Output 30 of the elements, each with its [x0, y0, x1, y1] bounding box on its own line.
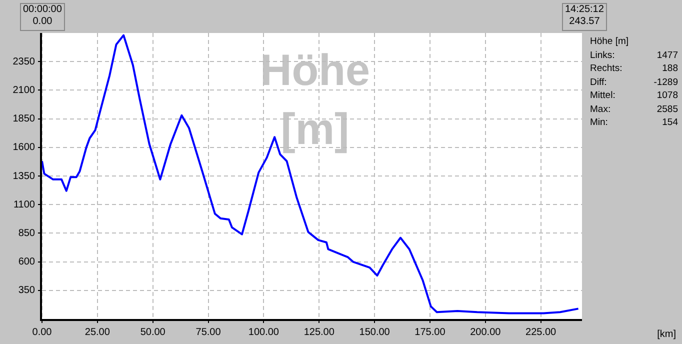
- y-tick-label: 600: [18, 256, 36, 268]
- y-tick-label: 1100: [13, 199, 36, 210]
- text: 14:25:12 243.57: [562, 3, 607, 31]
- text: Höhe [m]: [590, 35, 629, 48]
- y-tick-label: 2100: [12, 84, 36, 96]
- x-tick-label: 175.00: [414, 326, 446, 338]
- x-tick-label: 100.00: [248, 326, 280, 338]
- text: Rechts: 188: [590, 63, 678, 74]
- y-tick-label: 1350: [12, 170, 36, 182]
- x-tick-label: 25.00: [84, 326, 110, 338]
- x-tick-label: 150.00: [359, 326, 390, 338]
- y-tick-label: 350: [18, 285, 36, 296]
- text: 00:00:00 0.00: [20, 3, 65, 31]
- text: [km]: [657, 329, 676, 340]
- text: Max: 2585: [590, 104, 678, 114]
- text: Höhe [m]: [260, 46, 370, 154]
- y-tick-label: 2350: [12, 56, 36, 68]
- y-tick-label: 850: [18, 228, 36, 239]
- text: Mittel: 1078: [590, 90, 678, 101]
- text: Min: 154: [590, 117, 678, 128]
- x-tick-label: 200.00: [470, 326, 502, 338]
- y-tick-label: 1600: [12, 142, 36, 154]
- x-tick-label: 75.00: [196, 326, 222, 338]
- text: Diff: -1289: [590, 76, 678, 88]
- x-tick-label: 50.00: [140, 326, 166, 338]
- text: Links: 1477: [590, 50, 678, 60]
- x-tick-label: 225.00: [526, 326, 557, 338]
- x-tick-label: 0.00: [32, 326, 52, 338]
- x-tick-label: 125.00: [304, 326, 335, 338]
- y-tick-label: 1850: [12, 114, 36, 125]
